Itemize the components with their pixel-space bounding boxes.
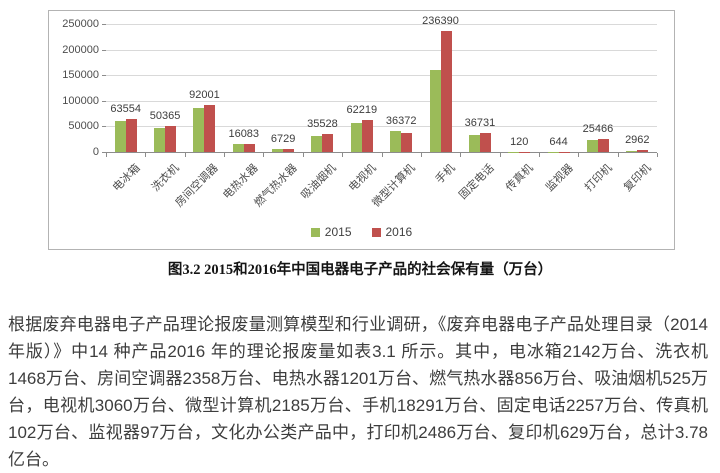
bar-value-label: 16083	[228, 127, 260, 140]
x-axis-tick	[381, 153, 383, 157]
x-axis-tick	[184, 153, 186, 157]
x-axis-tick	[538, 153, 540, 157]
y-axis-tick	[102, 49, 106, 51]
bar-2015	[232, 144, 244, 152]
bar-value-label: 36731	[464, 117, 496, 130]
bar-2015	[547, 151, 559, 152]
bar-value-label: 50365	[149, 110, 181, 123]
legend-swatch-2016	[371, 227, 381, 237]
x-axis-category-label: 打印机	[582, 162, 615, 194]
y-axis-tick	[102, 100, 106, 102]
bar-value-label: 63554	[110, 103, 141, 116]
gridline	[106, 24, 657, 25]
x-axis-tick	[224, 153, 226, 157]
bar-2016	[401, 133, 413, 152]
legend-label-2016: 2016	[385, 225, 413, 239]
bar-value-label: 25466	[582, 122, 614, 135]
bar-value-label: 2962	[625, 134, 650, 147]
y-axis-tick-label: 200000	[62, 43, 99, 56]
gridline	[106, 100, 657, 102]
bar-2015	[390, 131, 402, 152]
bar-2015	[350, 123, 362, 152]
bar-2016	[125, 119, 137, 152]
x-axis-category-label: 吸油烟机	[299, 162, 340, 202]
bar-value-label: 92001	[189, 88, 220, 101]
x-axis-category-label: 电视机	[346, 162, 379, 194]
y-axis-tick	[102, 75, 106, 77]
bar-2016	[322, 133, 334, 152]
bar-2016	[165, 126, 177, 152]
legend-item-2015: 2015	[310, 225, 352, 239]
y-axis-tick-label: 100000	[62, 94, 99, 107]
bar-2016	[519, 151, 531, 152]
y-axis-tick	[102, 126, 106, 128]
plot-area: 63554 电冰箱 50365 洗衣机 92001 房间空调器 16083 电热水器 6729 燃…	[106, 15, 658, 209]
bar-2016	[637, 150, 649, 152]
legend-swatch-2015	[310, 227, 320, 237]
bar-2015	[586, 139, 598, 152]
x-axis-tick	[145, 153, 147, 157]
gridline	[106, 75, 657, 77]
bar-2016	[283, 148, 295, 152]
bar-2015	[114, 121, 126, 152]
gridline	[106, 126, 657, 128]
x-axis-tick	[617, 153, 619, 157]
chart-legend: 2015 2016	[49, 225, 674, 239]
article-paragraph: 根据废弃电器电子产品理论报废量测算模型和行业调研，《废弃电器电子产品处理目录（2…	[8, 315, 708, 469]
y-axis-tick-label: 50000	[68, 120, 99, 133]
bar-2016	[204, 104, 216, 152]
gridline	[106, 49, 657, 51]
bar-value-label: 120	[510, 135, 529, 148]
x-axis-tick	[657, 153, 658, 157]
legend-label-2015: 2015	[324, 225, 352, 239]
x-axis-category-label: 固定电话	[456, 162, 497, 202]
legend-item-2016: 2016	[371, 225, 413, 239]
x-axis-category-label: 手机	[433, 162, 458, 187]
x-axis-category-label: 洗衣机	[149, 162, 182, 194]
bar-2015	[272, 148, 284, 152]
bar-2016	[597, 138, 609, 152]
bar-2015	[508, 151, 520, 152]
x-axis-tick	[302, 153, 304, 157]
figure-chart: 63554 电冰箱 50365 洗衣机 92001 房间空调器 16083 电热水器 6729 燃…	[48, 10, 675, 250]
bar-value-label: 36372	[385, 115, 417, 127]
x-axis-category-label: 复印机	[622, 162, 654, 194]
bar-2015	[626, 150, 638, 152]
bar-2015	[311, 136, 323, 152]
bar-value-label: 644	[549, 135, 568, 148]
x-axis-tick	[420, 153, 422, 157]
y-axis-tick-label: 250000	[62, 18, 99, 30]
x-axis-category-label: 监视器	[543, 162, 576, 194]
x-axis-tick	[342, 153, 344, 157]
x-axis-tick	[106, 153, 107, 157]
y-axis-tick	[102, 152, 106, 153]
x-axis-tick	[578, 153, 580, 157]
bar-2015	[468, 134, 480, 152]
x-axis-tick	[499, 153, 501, 157]
x-axis-tick	[263, 153, 265, 157]
bar-value-label: 236390	[422, 14, 459, 27]
bar-2016	[243, 143, 255, 152]
bar-2016	[479, 133, 491, 152]
bar-2016	[558, 151, 570, 152]
bar-2016	[361, 120, 373, 152]
y-axis-tick-label: 150000	[62, 69, 99, 82]
bar-2015	[193, 107, 205, 152]
bar-value-label: 6729	[270, 132, 296, 145]
bar-2015	[154, 128, 166, 152]
x-axis-tick	[460, 153, 462, 157]
y-axis-tick	[102, 24, 106, 25]
x-axis-category-label: 电冰箱	[110, 162, 143, 194]
bar-value-label: 62219	[346, 104, 378, 117]
y-axis-tick-label: 0	[92, 146, 99, 158]
figure-caption: 图3.2 2015和2016年中国电器电子产品的社会保有量（万台）	[167, 262, 553, 278]
bar-2015	[429, 70, 441, 152]
bar-value-label: 35528	[307, 117, 338, 130]
bar-2016	[440, 30, 452, 152]
x-axis-category-label: 传真机	[504, 162, 536, 194]
